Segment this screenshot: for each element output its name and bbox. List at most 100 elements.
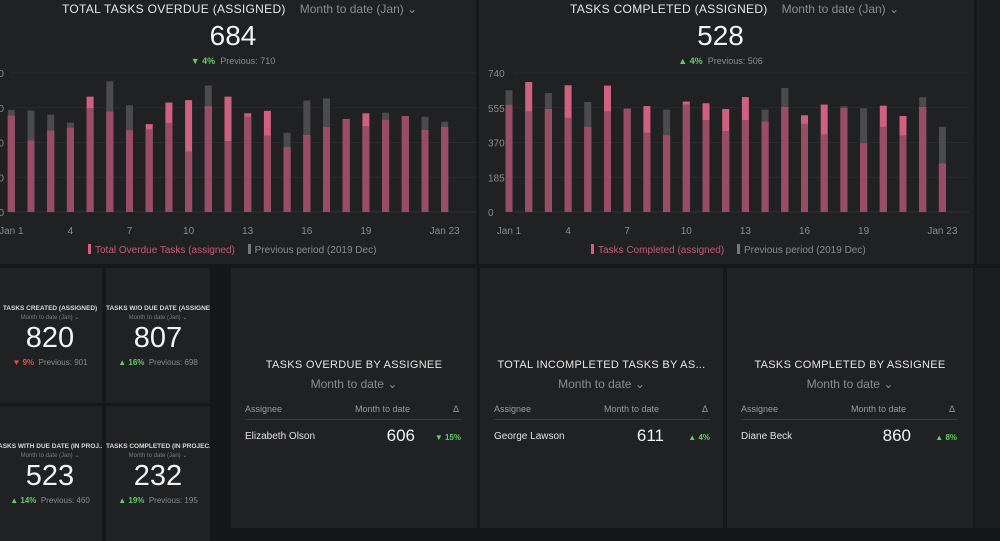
assignee-table-panel: TASKS COMPLETED BY ASSIGNEE Month to dat… [727, 268, 973, 528]
header-divider [245, 419, 461, 420]
kpi-tile[interactable]: TASKS CREATED (ASSIGNED) Month to date (… [0, 268, 102, 403]
chevron-down-icon: ⌄ [182, 453, 188, 459]
legend-item-current[interactable]: Tasks Completed (assigned) [591, 244, 725, 256]
completed-legend: Tasks Completed (assigned) Previous peri… [591, 244, 866, 256]
overlap-bar [303, 135, 311, 212]
chevron-down-icon: ⌄ [634, 377, 645, 391]
triangle-up-icon: ▲ [688, 433, 697, 442]
overlap-bar [899, 135, 907, 212]
previous-value: Previous: 901 [38, 358, 88, 367]
x-tick-label: 19 [360, 226, 372, 237]
delta-percent: 19% [128, 496, 145, 505]
table-title: TASKS OVERDUE BY ASSIGNEE [265, 359, 443, 371]
assignee-value: 860 [882, 426, 911, 445]
x-tick-label: 4 [68, 226, 74, 237]
triangle-down-icon: ▼ [434, 433, 443, 442]
previous-value: Previous: 460 [40, 496, 90, 505]
overlap-bar [663, 135, 671, 212]
overdue-legend: Total Overdue Tasks (assigned) Previous … [88, 244, 376, 256]
triangle-down-icon: ▼ [190, 56, 200, 66]
tile-value: 523 [25, 460, 75, 492]
y-tick-label: 185 [488, 173, 505, 184]
col-delta-header[interactable]: Δ [702, 404, 709, 414]
x-tick-label: 4 [565, 226, 571, 237]
col-value-header[interactable]: Month to date [604, 404, 660, 414]
tile-period-dropdown[interactable]: Month to date (Jan) ⌄ [106, 314, 210, 321]
tile-delta: ▼ 9% Previous: 901 [0, 358, 102, 367]
overlap-bar [263, 135, 271, 212]
table-period-dropdown[interactable]: Month to date ⌄ [727, 377, 973, 391]
chevron-down-icon: ⌄ [889, 2, 900, 16]
header-divider [741, 419, 957, 420]
kpi-tile[interactable]: TASKS W/O DUE DATE (ASSIGNE... Month to … [106, 268, 210, 403]
x-tick-label: Jan 1 [497, 226, 522, 237]
overdue-bar-chart: 0 200 400 600 800 Jan 1 4 7 10 13 16 19 Jan 23 [0, 69, 476, 237]
completed-period-dropdown[interactable]: Month to date (Jan) ⌄ [782, 2, 899, 16]
x-tick-label: Jan 1 [0, 226, 24, 237]
overlap-bar [604, 111, 611, 212]
overlap-bar [185, 151, 193, 212]
tile-period-dropdown[interactable]: Month to date (Jan) ⌄ [0, 314, 102, 321]
y-tick-label: 800 [0, 69, 4, 80]
col-delta-header[interactable]: Δ [453, 404, 460, 414]
overlap-bar [382, 119, 390, 212]
col-delta-header[interactable]: Δ [949, 404, 956, 414]
overlap-bar [66, 127, 74, 212]
col-value-header[interactable]: Month to date [355, 404, 411, 414]
x-tick-label: 10 [183, 226, 195, 237]
col-value-header[interactable]: Month to date [851, 404, 907, 414]
table-period-dropdown[interactable]: Month to date ⌄ [231, 377, 477, 391]
col-assignee-header[interactable]: Assignee [245, 404, 283, 414]
triangle-up-icon: ▲ [678, 56, 688, 66]
previous-value: Previous: 710 [220, 56, 276, 66]
kpi-tile[interactable]: TASKS COMPLETED (IN PROJEC... Month to d… [106, 406, 210, 541]
period-label: Month to date (Jan) [20, 315, 73, 321]
overlap-bar [820, 134, 828, 212]
overlap-bar [879, 126, 887, 212]
triangle-up-icon: ▲ [935, 433, 944, 442]
chevron-down-icon: ⌄ [182, 315, 188, 321]
overlap-bar [342, 119, 350, 212]
legend-item-previous[interactable]: Previous period (2019 Dec) [736, 244, 866, 256]
assignee-delta: ▼ 15% [429, 433, 461, 442]
header-divider [494, 419, 710, 420]
legend-item-current[interactable]: Total Overdue Tasks (assigned) [88, 244, 235, 256]
legend-item-previous[interactable]: Previous period (2019 Dec) [247, 244, 377, 256]
tile-delta: ▲ 16% Previous: 698 [106, 358, 210, 367]
legend-label: Previous period (2019 Dec) [254, 245, 377, 256]
x-tick-label: 7 [127, 226, 133, 237]
chevron-down-icon: ⌄ [74, 315, 80, 321]
triangle-up-icon: ▲ [118, 496, 127, 505]
previous-value: Previous: 506 [707, 56, 763, 66]
tile-period-dropdown[interactable]: Month to date (Jan) ⌄ [106, 452, 210, 459]
tile-period-dropdown[interactable]: Month to date (Jan) ⌄ [0, 452, 102, 459]
assignee-delta: ▲ 4% [678, 433, 710, 442]
previous-value: Previous: 698 [148, 358, 198, 367]
col-assignee-header[interactable]: Assignee [741, 404, 779, 414]
kpi-tile[interactable]: ASKS WITH DUE DATE (IN PROJ... Month to … [0, 406, 102, 541]
overlap-bar [204, 106, 212, 212]
overdue-chart-title: TOTAL TASKS OVERDUE (ASSIGNED) [62, 2, 286, 16]
tile-title: TASKS COMPLETED (IN PROJEC... [106, 443, 210, 450]
overlap-bar [623, 108, 631, 212]
table-period-dropdown[interactable]: Month to date ⌄ [480, 377, 723, 391]
legend-label: Tasks Completed (assigned) [598, 245, 725, 256]
period-label: Month to date (Jan) [20, 453, 73, 459]
tile-title: TASKS CREATED (ASSIGNED) [2, 305, 98, 312]
delta-percent: 4% [202, 56, 216, 66]
overlap-bar [860, 143, 868, 212]
previous-value: Previous: 195 [148, 496, 198, 505]
delta-percent: 8% [945, 433, 957, 442]
x-tick-label: 13 [242, 226, 254, 237]
tile-value: 232 [133, 460, 183, 492]
tile-value: 820 [25, 322, 75, 354]
y-tick-label: 400 [0, 139, 4, 150]
overlap-bar [7, 115, 15, 212]
assignee-value: 606 [386, 426, 415, 445]
tile-delta: ▲ 14% Previous: 460 [0, 496, 102, 505]
overdue-period-dropdown[interactable]: Month to date (Jan) ⌄ [300, 2, 417, 16]
col-assignee-header[interactable]: Assignee [494, 404, 532, 414]
chevron-down-icon: ⌄ [883, 377, 894, 391]
triangle-down-icon: ▼ [12, 358, 21, 367]
completed-bar-chart: 0 185 370 555 740 Jan 1 4 7 10 13 16 19 Jan 23 [488, 69, 969, 237]
